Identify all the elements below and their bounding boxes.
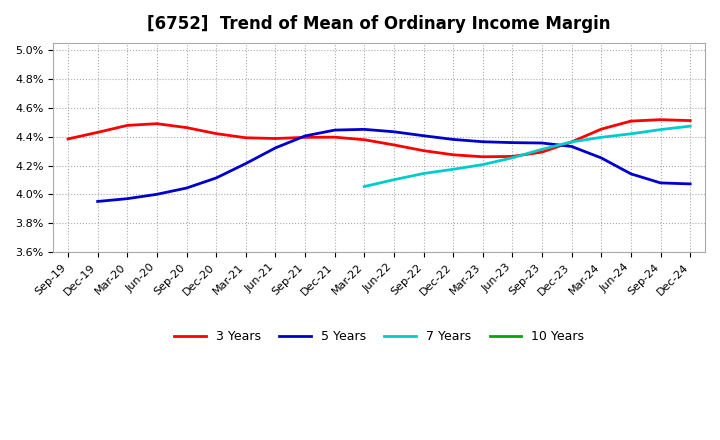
5 Years xyxy=(271,145,280,150)
5 Years xyxy=(241,161,250,166)
Line: 3 Years: 3 Years xyxy=(68,120,690,157)
5 Years xyxy=(301,133,310,139)
7 Years xyxy=(508,155,517,161)
5 Years xyxy=(212,175,220,180)
3 Years xyxy=(390,142,398,147)
3 Years xyxy=(182,125,191,130)
Line: 7 Years: 7 Years xyxy=(364,126,690,187)
7 Years xyxy=(479,162,487,167)
3 Years xyxy=(656,117,665,122)
7 Years xyxy=(449,167,457,172)
7 Years xyxy=(538,147,546,152)
3 Years xyxy=(94,130,102,135)
5 Years xyxy=(123,196,132,202)
5 Years xyxy=(94,199,102,204)
5 Years xyxy=(597,155,606,161)
5 Years xyxy=(538,140,546,146)
3 Years xyxy=(123,123,132,128)
7 Years xyxy=(626,131,635,136)
7 Years xyxy=(567,139,576,145)
5 Years xyxy=(479,139,487,144)
5 Years xyxy=(567,144,576,149)
Legend: 3 Years, 5 Years, 7 Years, 10 Years: 3 Years, 5 Years, 7 Years, 10 Years xyxy=(169,325,589,348)
5 Years xyxy=(686,181,695,187)
3 Years xyxy=(538,150,546,155)
5 Years xyxy=(390,129,398,134)
5 Years xyxy=(449,137,457,142)
3 Years xyxy=(330,135,339,140)
7 Years xyxy=(360,184,369,189)
3 Years xyxy=(419,148,428,153)
7 Years xyxy=(419,171,428,176)
7 Years xyxy=(686,124,695,129)
3 Years xyxy=(449,152,457,158)
7 Years xyxy=(597,135,606,140)
5 Years xyxy=(182,185,191,191)
3 Years xyxy=(63,136,72,142)
Title: [6752]  Trend of Mean of Ordinary Income Margin: [6752] Trend of Mean of Ordinary Income … xyxy=(148,15,611,33)
5 Years xyxy=(419,133,428,138)
3 Years xyxy=(508,154,517,159)
5 Years xyxy=(330,128,339,133)
5 Years xyxy=(626,171,635,176)
3 Years xyxy=(301,135,310,140)
3 Years xyxy=(153,121,161,126)
3 Years xyxy=(479,154,487,159)
7 Years xyxy=(656,127,665,132)
3 Years xyxy=(360,137,369,143)
3 Years xyxy=(212,131,220,136)
Line: 5 Years: 5 Years xyxy=(98,129,690,202)
5 Years xyxy=(508,140,517,145)
3 Years xyxy=(271,136,280,141)
5 Years xyxy=(360,127,369,132)
3 Years xyxy=(626,118,635,124)
3 Years xyxy=(241,135,250,140)
7 Years xyxy=(390,177,398,182)
5 Years xyxy=(656,180,665,186)
5 Years xyxy=(153,192,161,197)
3 Years xyxy=(597,126,606,132)
3 Years xyxy=(686,118,695,123)
3 Years xyxy=(567,139,576,144)
